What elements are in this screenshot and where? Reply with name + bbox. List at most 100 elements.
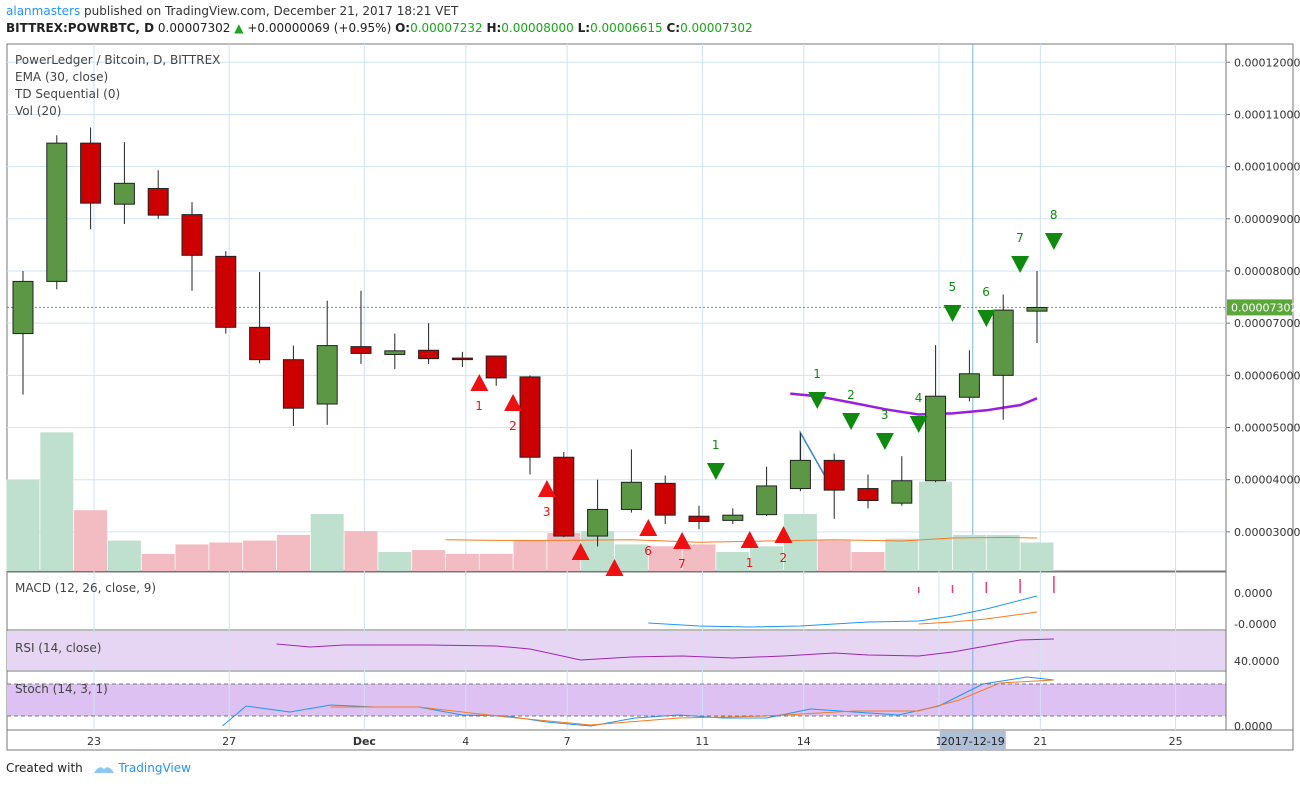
candle-body: [80, 142, 102, 204]
buy-setup-count: 1: [746, 556, 754, 570]
last-price-tag-label: 0.00007302: [1231, 301, 1297, 314]
volume-bar: [1020, 542, 1054, 571]
volume-bar: [310, 514, 344, 571]
buy-setup-triangle: [504, 394, 523, 411]
volume-ma-line: [445, 536, 1038, 543]
signal-line: [918, 611, 1038, 625]
candle-body: [857, 488, 879, 502]
sell-setup-triangle: [875, 433, 894, 450]
time-tick-label: 27: [222, 735, 236, 748]
time-tick-label: Dec: [353, 735, 376, 748]
sell-setup-count: 1: [712, 438, 720, 452]
buy-setup-count: 1: [475, 399, 483, 413]
price-tick-label: 0.00006000: [1234, 369, 1300, 382]
candle-body: [688, 515, 710, 522]
macd-line: [648, 595, 1038, 628]
tradingview-link[interactable]: TradingView: [118, 761, 191, 775]
author-link[interactable]: alanmasters: [6, 4, 81, 18]
grid-lines: [7, 44, 1226, 730]
volume-bar: [750, 546, 784, 571]
sell-setup-triangle: [706, 463, 725, 480]
volume-bar: [107, 540, 141, 571]
price-tick-label: 0.00005000: [1234, 422, 1300, 435]
published-text: published on TradingView.com, December 2…: [84, 4, 459, 18]
candle-body: [519, 376, 541, 458]
up-arrow-icon: ▲: [234, 21, 244, 35]
candle-body: [147, 188, 169, 216]
volume-bar: [885, 538, 919, 571]
ema-legend[interactable]: EMA (30, close): [15, 70, 109, 84]
volume-bar: [513, 540, 547, 571]
volume-bar: [614, 544, 648, 571]
candle-body: [587, 508, 609, 537]
volume-bar: [986, 534, 1020, 571]
candle-body: [384, 350, 406, 355]
macd-pane: [6, 571, 1227, 631]
candles: [12, 127, 1048, 547]
candle-body: [181, 214, 203, 256]
candle-body: [451, 357, 473, 361]
buy-setup-count: 6: [644, 544, 652, 558]
volume-bar: [716, 552, 750, 571]
sell-setup-triangle: [977, 310, 996, 327]
buy-setup-triangle: [639, 519, 658, 536]
close-label: C:: [666, 21, 681, 35]
publish-line: alanmasters published on TradingView.com…: [6, 4, 458, 18]
time-tick-label: 11: [695, 735, 709, 748]
indicator-lines: [222, 392, 1055, 727]
sell-setup-count: 5: [949, 280, 957, 294]
macd-legend[interactable]: MACD (12, 26, close, 9): [15, 581, 157, 595]
buy-setup-triangle: [740, 531, 759, 548]
time-tick-label: 1: [935, 735, 942, 748]
volume-bar: [547, 533, 581, 571]
candle-body: [891, 480, 913, 504]
sell-setup-triangle: [909, 416, 928, 433]
volume-bar: [74, 510, 108, 571]
rsi-tick-label: 40.0000: [1234, 655, 1280, 668]
candle-body: [789, 459, 811, 490]
volume-bar: [648, 546, 682, 571]
candle-body: [1026, 307, 1048, 312]
price-tick-label: 0.00007000: [1234, 317, 1300, 330]
candle-body: [485, 355, 507, 379]
macd-tick-label: -0.0000: [1234, 618, 1276, 631]
candle-body: [823, 459, 845, 491]
candle-body: [215, 255, 237, 328]
high-value: 0.00008000: [501, 21, 574, 35]
price-tick-label: 0.00008000: [1234, 265, 1300, 278]
candle-body: [418, 349, 440, 360]
sell-setup-count: 2: [847, 388, 855, 402]
sell-setup-count: 1: [813, 367, 821, 381]
buy-setup-triangle: [774, 526, 793, 543]
price-tick-label: 0.00003000: [1234, 526, 1300, 539]
price-tick-label: 0.00009000: [1234, 213, 1300, 226]
volume-bar: [445, 553, 479, 571]
last-value: 0.00007302: [157, 21, 231, 35]
td-sequential-marks: 1 2 3 6 7 1 2 1 1 2 3 4 5 6 7 8: [470, 208, 1063, 576]
buy-setup-triangle: [673, 532, 692, 549]
candle-body: [992, 309, 1014, 376]
sell-setup-count: 8: [1050, 208, 1058, 222]
candle-body: [553, 456, 575, 537]
open-label: O:: [395, 21, 411, 35]
ema-line: [790, 392, 1038, 416]
volume-bar: [40, 432, 74, 571]
time-tick-label: 7: [564, 735, 571, 748]
time-axis-area: [6, 729, 1294, 751]
buy-setup-triangle: [470, 374, 489, 391]
td-legend[interactable]: TD Sequential (0): [15, 87, 121, 101]
vol-legend[interactable]: Vol (20): [15, 104, 62, 118]
stoch-legend[interactable]: Stoch (14, 3, 1): [15, 682, 108, 696]
volume-bar: [141, 553, 175, 571]
buy-setup-count: 7: [678, 557, 686, 571]
candle-body: [654, 482, 676, 516]
created-with-text: Created with: [6, 761, 83, 775]
macd-tick-label: 0.0000: [1234, 587, 1273, 600]
chart-background: [6, 43, 1294, 751]
candle-body: [282, 359, 304, 409]
rsi-legend[interactable]: RSI (14, close): [15, 641, 102, 655]
last-price-tag: [1227, 299, 1292, 316]
sell-setup-triangle: [1044, 233, 1063, 250]
price-axis-area: [1225, 43, 1294, 731]
